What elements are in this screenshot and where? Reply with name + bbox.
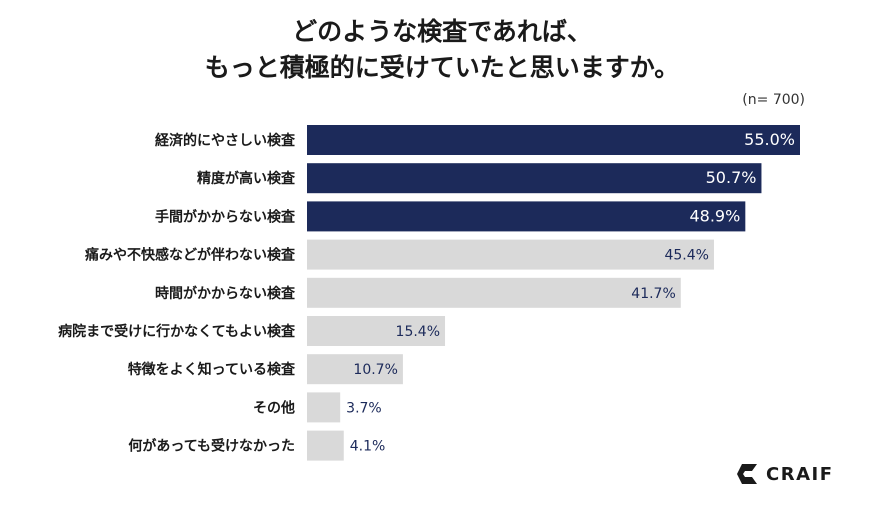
bar [307,430,344,461]
title-line-2: もっと積極的に受けていたと思いますか。 [204,53,680,82]
value-label: 50.7% [706,168,757,187]
bar [307,277,681,308]
category-label: 精度が高い検査 [197,170,296,187]
bar [307,392,341,423]
bar [307,201,746,232]
category-label: 病院まで受けに行かなくてもよい検査 [58,323,296,340]
bar [307,239,714,270]
bar [307,125,800,155]
category-label: 経済的にやさしい検査 [155,132,296,149]
category-label: 痛みや不快感などが伴わない検査 [84,247,296,264]
craif-logo-icon [737,464,757,484]
bar [307,163,762,194]
value-label: 41.7% [631,286,675,302]
bar [307,316,446,346]
title-line-1: どのような検査であれば、 [292,17,592,46]
value-label: 4.1% [350,439,386,455]
value-label: 48.9% [689,206,740,225]
category-label: 手間がかからない検査 [155,208,296,225]
bar [307,354,403,385]
category-label: 時間がかからない検査 [155,285,296,302]
value-label: 10.7% [353,362,397,378]
category-label: 何があっても受けなかった [128,438,295,455]
sample-size-note: (n= 700) [742,92,805,108]
category-label: 特徴をよく知っている検査 [128,361,296,378]
category-label: その他 [253,399,295,416]
craif-logo: CRAIF [736,460,861,488]
value-label: 3.7% [346,400,382,416]
value-label: 45.4% [664,248,708,264]
chart-title: どのような検査であれば、 もっと積極的に受けていたと思いますか。 [0,14,884,86]
value-label: 15.4% [396,324,440,340]
value-label: 55.0% [744,130,795,149]
craif-logo-text: CRAIF [766,463,834,485]
